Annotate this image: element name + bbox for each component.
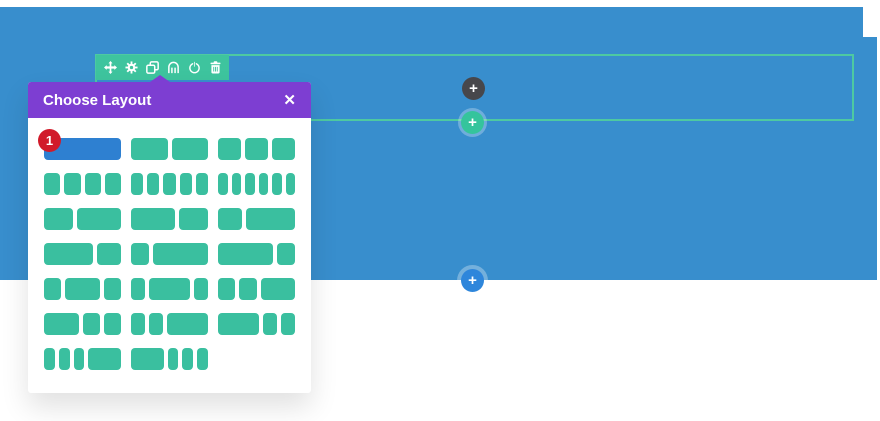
column-block [103, 278, 121, 300]
modal-header: Choose Layout ✕ [28, 82, 311, 118]
duplicate-icon[interactable] [145, 61, 159, 75]
column-block [272, 138, 295, 160]
column-block [84, 173, 101, 195]
layout-option-2-3-1-3[interactable] [44, 243, 121, 265]
column-block [131, 243, 150, 265]
column-block [178, 208, 208, 230]
layout-grid [28, 118, 311, 393]
layout-option-1-3-1-3-1-3[interactable] [218, 138, 295, 160]
layout-option-1-5-1-5-3-5[interactable] [131, 313, 208, 335]
column-block [44, 243, 93, 265]
disable-power-icon[interactable] [187, 61, 201, 75]
layout-option-1-2-1-4-1-4[interactable] [44, 313, 121, 335]
add-section-button[interactable]: + [461, 269, 484, 292]
column-block [260, 278, 295, 300]
page-background-notch [863, 0, 880, 37]
column-block [131, 348, 164, 370]
column-block [263, 313, 278, 335]
column-block [272, 173, 282, 195]
layout-option-1[interactable] [44, 138, 121, 160]
column-block [167, 348, 179, 370]
column-block [218, 208, 243, 230]
column-block [148, 313, 163, 335]
column-block [153, 243, 208, 265]
column-block [245, 173, 255, 195]
column-block [285, 173, 295, 195]
layout-option-1-2-1-2[interactable] [131, 138, 208, 160]
column-block [44, 278, 62, 300]
column-block [131, 208, 175, 230]
layout-option-1-6-1-6-1-6-1-6-1-6-1-6[interactable] [218, 173, 295, 195]
layout-option-1-5-3-5-1-5[interactable] [131, 278, 208, 300]
layout-option-1-4-1-4-1-4-1-4[interactable] [44, 173, 121, 195]
column-block [182, 348, 194, 370]
trash-icon[interactable] [208, 61, 222, 75]
column-block [246, 208, 295, 230]
column-block [58, 348, 70, 370]
column-block [88, 348, 121, 370]
close-icon[interactable]: ✕ [283, 91, 296, 109]
column-block [245, 138, 268, 160]
modal-title: Choose Layout [43, 91, 152, 109]
layout-option-1-4-3-4[interactable] [131, 243, 208, 265]
layout-option-1-4-1-4-1-2[interactable] [218, 278, 295, 300]
add-module-button[interactable]: + [462, 77, 485, 100]
column-block [239, 278, 257, 300]
column-block [77, 208, 121, 230]
column-block [44, 348, 55, 370]
layout-option-1-5-1-5-1-5-1-5-1-5[interactable] [131, 173, 209, 195]
column-block [197, 348, 208, 370]
column-block [44, 313, 79, 335]
column-block [231, 173, 241, 195]
column-block [64, 173, 81, 195]
column-block [131, 278, 145, 300]
column-block [131, 313, 145, 335]
column-block [82, 313, 100, 335]
column-block [148, 278, 191, 300]
move-icon[interactable] [103, 61, 117, 75]
column-block [276, 243, 295, 265]
layout-option-1-4-1-2-1-4[interactable] [44, 278, 121, 300]
column-block [171, 138, 208, 160]
layout-option-1-3-2-3[interactable] [218, 208, 295, 230]
column-block [218, 173, 228, 195]
settings-gear-icon[interactable] [124, 61, 138, 75]
column-block [218, 243, 273, 265]
column-block [166, 313, 208, 335]
layout-option-3-5-1-5-1-5[interactable] [218, 313, 295, 335]
choose-layout-modal: Choose Layout ✕ 1 [28, 75, 311, 393]
column-block [179, 173, 192, 195]
layout-option-1-2-1-6-1-6-1-6[interactable] [131, 348, 208, 370]
column-block [73, 348, 85, 370]
column-block [103, 313, 121, 335]
selected-count-badge: 1 [38, 129, 61, 152]
column-block [96, 243, 121, 265]
column-block [131, 138, 168, 160]
save-to-library-icon[interactable] [166, 61, 180, 75]
column-block [218, 138, 241, 160]
column-block [44, 138, 121, 160]
add-row-button[interactable]: + [461, 111, 484, 134]
column-block [195, 173, 209, 195]
column-block [258, 173, 268, 195]
column-block [131, 173, 144, 195]
modal-pointer-notch [150, 75, 170, 82]
layout-option-3-4-1-4[interactable] [218, 243, 295, 265]
column-block [147, 173, 160, 195]
column-block [44, 208, 74, 230]
column-block [218, 278, 236, 300]
layout-option-1-6-1-6-1-6-1-2[interactable] [44, 348, 121, 370]
layout-option-2-5-3-5[interactable] [44, 208, 121, 230]
column-block [44, 173, 61, 195]
layout-option-3-5-2-5[interactable] [131, 208, 208, 230]
column-block [65, 278, 100, 300]
column-block [163, 173, 176, 195]
column-block [281, 313, 295, 335]
column-block [194, 278, 208, 300]
column-block [104, 173, 121, 195]
column-block [218, 313, 260, 335]
